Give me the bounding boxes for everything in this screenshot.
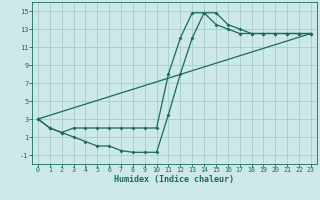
X-axis label: Humidex (Indice chaleur): Humidex (Indice chaleur) <box>115 175 234 184</box>
